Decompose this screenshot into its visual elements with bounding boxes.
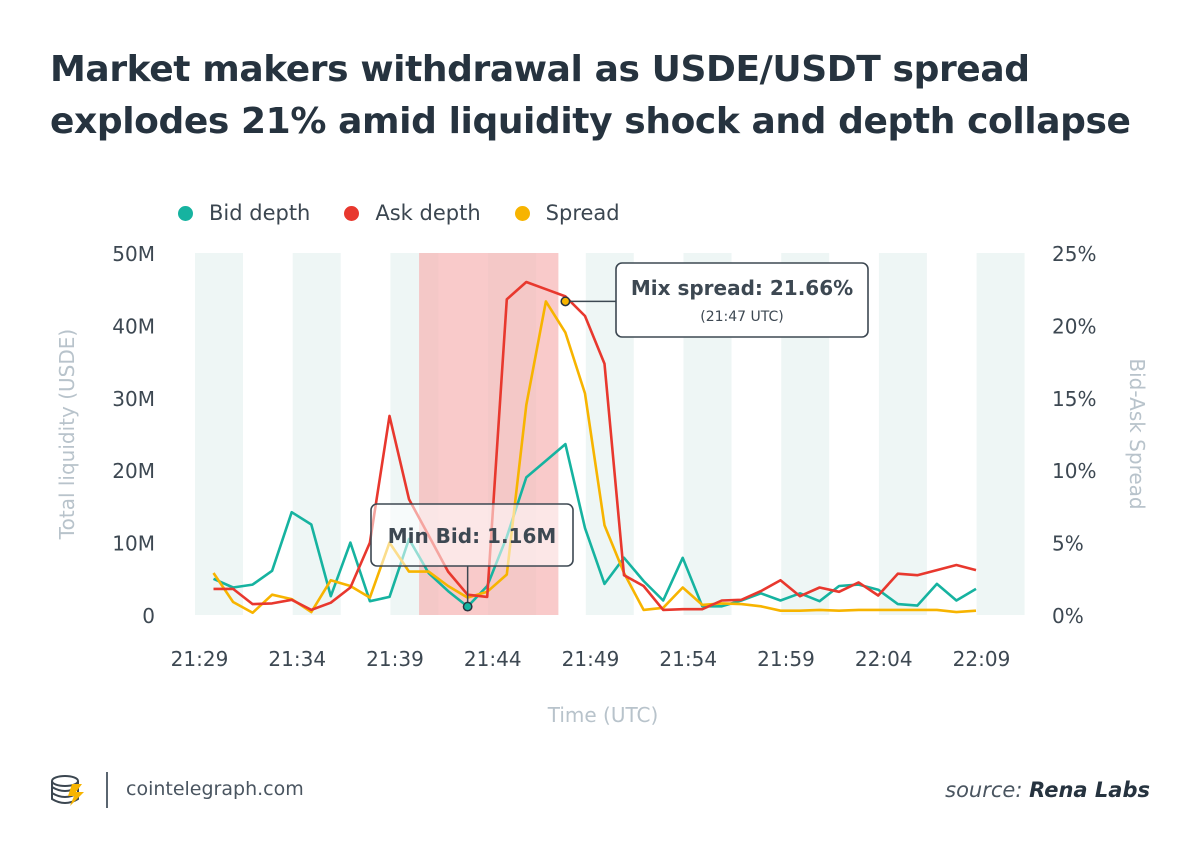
series-line-bid-depth <box>212 442 977 608</box>
legend-dot-bid-depth <box>178 205 193 221</box>
annotation-marker-min-bid <box>462 601 473 612</box>
y-tick-label-right: 0% <box>1052 604 1084 628</box>
x-tick-label: 21:34 <box>268 647 326 671</box>
x-tick-label: 21:39 <box>366 647 424 671</box>
footer-site: cointelegraph.com <box>126 778 304 800</box>
background-band <box>195 253 243 615</box>
x-tick-label: 21:44 <box>464 647 522 671</box>
chart-title: Market makers withdrawal as USDE/USDT sp… <box>50 44 1170 148</box>
chart-legend: Bid depth Ask depth Spread <box>178 198 654 228</box>
x-tick-label: 21:59 <box>757 647 815 671</box>
y-axis-title-right: Bid-Ask Spread <box>1125 358 1149 509</box>
legend-item-spread: Spread <box>514 201 620 225</box>
background-band <box>292 253 341 615</box>
legend-label-ask-depth: Ask depth <box>375 201 481 225</box>
y-tick-label-left: 0 <box>142 604 155 628</box>
x-tick-label: 21:49 <box>562 647 620 671</box>
legend-item-ask-depth: Ask depth <box>344 201 481 225</box>
y-tick-label-left: 10M <box>112 532 155 556</box>
background-band <box>878 253 927 615</box>
chart-area: 0 10M 20M 30M 40M 50M 0% 5% 10% 15% 20% 25% 21:29 21:… <box>55 242 1149 727</box>
legend-item-bid-depth: Bid depth <box>178 201 310 225</box>
legend-label-bid-depth: Bid depth <box>209 201 311 225</box>
annotation-sublabel-max-spread: (21:47 UTC) <box>700 309 783 325</box>
series-line-spread <box>212 300 977 615</box>
y-tick-label-right: 5% <box>1052 532 1084 556</box>
y-tick-label-left: 50M <box>112 242 155 266</box>
chart-title-line-1: Market makers withdrawal as USDE/USDT sp… <box>50 49 1030 90</box>
legend-dot-spread <box>514 205 530 221</box>
y-tick-label-right: 25% <box>1052 242 1096 266</box>
background-band <box>976 253 1025 615</box>
legend-dot-ask-depth <box>344 205 360 221</box>
annotation-box-max-spread <box>615 262 869 338</box>
x-tick-label: 21:29 <box>171 647 229 671</box>
annotation-box-min-bid <box>370 503 574 567</box>
y-tick-label-left: 20M <box>112 459 155 483</box>
footer-source: source: Rena Labs <box>945 778 1150 802</box>
source-prefix: source: <box>945 778 1023 802</box>
annotation-label-max-spread: Mix spread: 21.66% <box>631 276 853 300</box>
annotation-label-min-bid: Min Bid: 1.16M <box>388 524 557 548</box>
x-tick-label: 21:54 <box>659 647 717 671</box>
cointelegraph-logo-icon <box>48 772 92 815</box>
y-axis-title-left: Total liquidity (USDE) <box>55 329 79 540</box>
y-tick-label-left: 30M <box>112 387 155 411</box>
y-tick-label-right: 15% <box>1052 387 1096 411</box>
footer-divider <box>106 772 108 808</box>
y-tick-label-right: 10% <box>1052 459 1096 483</box>
chart-title-line-2: explodes 21% amid liquidity shock and de… <box>50 101 1131 142</box>
x-axis-title: Time (UTC) <box>547 703 659 727</box>
annotation-marker-max-spread <box>560 296 571 307</box>
legend-label-spread: Spread <box>545 201 620 225</box>
series-line-ask-depth <box>213 280 977 612</box>
x-tick-label: 22:04 <box>855 647 913 671</box>
y-tick-label-right: 20% <box>1052 314 1096 338</box>
y-tick-label-left: 40M <box>112 314 155 338</box>
x-tick-label: 22:09 <box>953 647 1011 671</box>
source-name: Rena Labs <box>1029 778 1150 802</box>
